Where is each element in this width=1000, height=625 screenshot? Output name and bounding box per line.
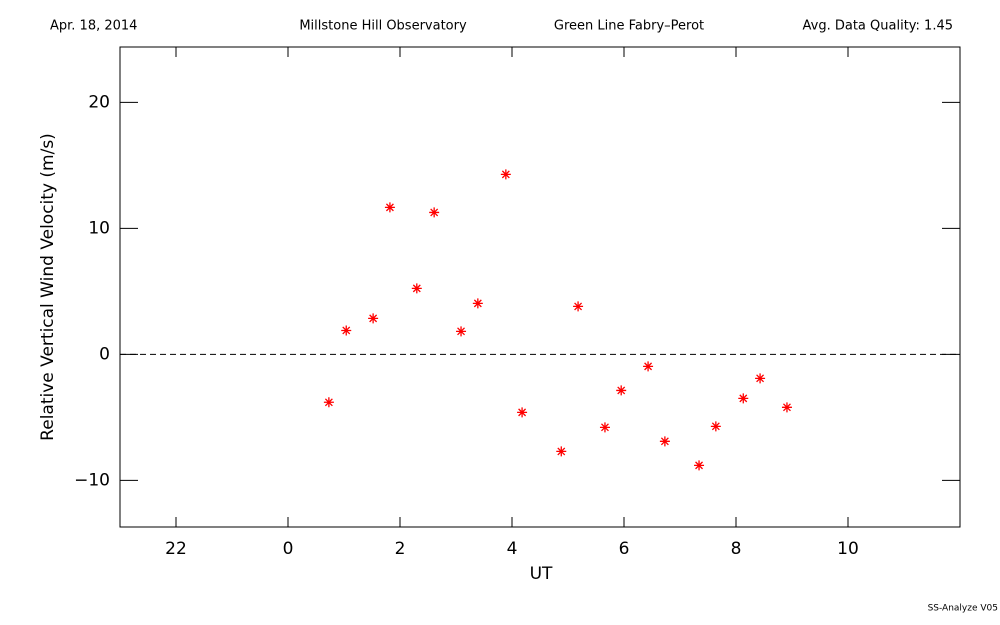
point xyxy=(472,298,483,309)
point xyxy=(659,436,670,447)
point xyxy=(710,421,721,432)
x-tick-label: 4 xyxy=(507,539,518,559)
point xyxy=(368,313,379,324)
x-tick-label: 2 xyxy=(395,539,406,559)
point xyxy=(643,361,654,372)
header-quality: Avg. Data Quality: 1.45 xyxy=(803,19,953,34)
x-axis-label: UT xyxy=(530,564,553,584)
y-tick-label: −10 xyxy=(74,470,110,490)
plot-frame xyxy=(119,46,961,528)
x-tick-label: 6 xyxy=(619,539,630,559)
point xyxy=(456,326,467,337)
point xyxy=(694,460,705,471)
y-axis-label: Relative Vertical Wind Velocity (m/s) xyxy=(38,133,58,441)
point xyxy=(323,397,334,408)
y-tick-label: 0 xyxy=(99,344,110,364)
header-date: Apr. 18, 2014 xyxy=(50,19,137,34)
point xyxy=(411,283,422,294)
point xyxy=(738,393,749,404)
point xyxy=(500,169,511,180)
y-tick-label: 20 xyxy=(88,92,110,112)
x-tick-label: 0 xyxy=(283,539,294,559)
point xyxy=(573,301,584,312)
x-tick-label: 8 xyxy=(731,539,742,559)
y-tick-label: 10 xyxy=(88,218,110,238)
point xyxy=(781,402,792,413)
point xyxy=(616,385,627,396)
point xyxy=(341,325,352,336)
point xyxy=(755,373,766,384)
point xyxy=(556,446,567,457)
x-tick-label: 10 xyxy=(837,539,859,559)
footer: SS-Analyze V05 xyxy=(928,604,998,614)
header-instrument: Green Line Fabry–Perot xyxy=(554,19,704,34)
header-site: Millstone Hill Observatory xyxy=(299,19,467,34)
point xyxy=(384,202,395,213)
x-tick-label: 22 xyxy=(165,539,187,559)
point xyxy=(429,207,440,218)
point xyxy=(517,407,528,418)
point xyxy=(599,422,610,433)
